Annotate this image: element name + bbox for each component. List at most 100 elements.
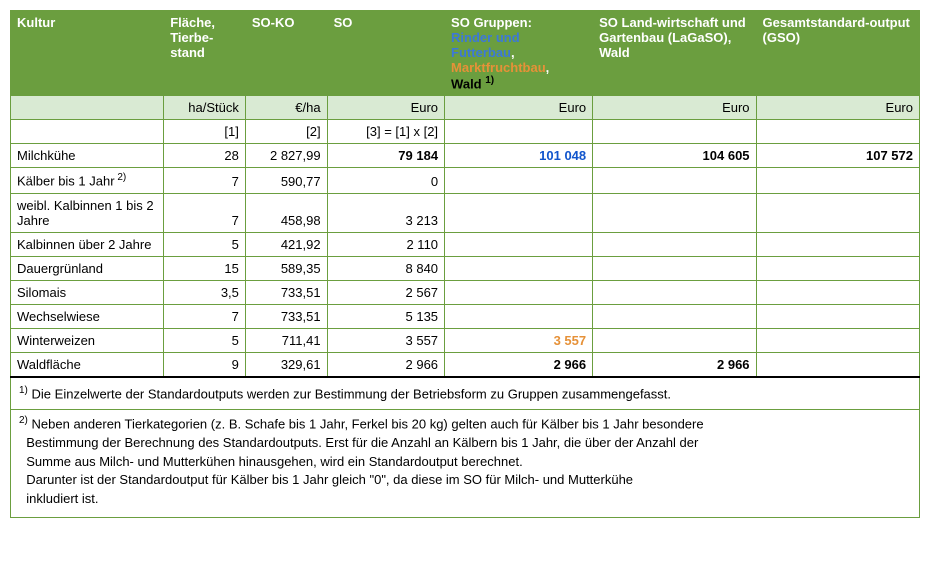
- cell-lagaso: [593, 168, 756, 193]
- unit-gso: Euro: [756, 96, 919, 120]
- cell-flaeche: 7: [164, 168, 246, 193]
- footnote-1: 1) Die Einzelwerte der Standardoutputs w…: [11, 377, 920, 409]
- cell-flaeche: 9: [164, 352, 246, 377]
- footnote-2-l3: Summe aus Milch- und Mutterkühen hinausg…: [26, 454, 522, 469]
- formula-flaeche: [1]: [164, 120, 246, 144]
- cell-so: 3 213: [327, 193, 444, 232]
- cell-kultur: Silomais: [11, 280, 164, 304]
- cell-gruppen: [445, 193, 593, 232]
- header-gruppen-label: SO Gruppen:: [451, 15, 532, 30]
- cell-gso: [756, 193, 919, 232]
- cell-gso: [756, 328, 919, 352]
- header-gruppen-wald: Wald: [451, 76, 482, 91]
- unit-row: ha/Stück €/ha Euro Euro Euro Euro: [11, 96, 920, 120]
- unit-flaeche: ha/Stück: [164, 96, 246, 120]
- cell-gso: [756, 232, 919, 256]
- unit-so: Euro: [327, 96, 444, 120]
- cell-flaeche: 7: [164, 304, 246, 328]
- header-lagaso: SO Land-wirtschaft und Gartenbau (LaGaSO…: [593, 11, 756, 96]
- footnote-1-row: 1) Die Einzelwerte der Standardoutputs w…: [11, 377, 920, 409]
- cell-so: 5 135: [327, 304, 444, 328]
- cell-kultur: weibl. Kalbinnen 1 bis 2 Jahre: [11, 193, 164, 232]
- cell-so: 2 966: [327, 352, 444, 377]
- footnote-1-sup: 1): [19, 385, 28, 396]
- cell-soko: 711,41: [245, 328, 327, 352]
- footnote-2: 2) Neben anderen Tierkategorien (z. B. S…: [11, 409, 920, 518]
- cell-lagaso: 2 966: [593, 352, 756, 377]
- table-row: weibl. Kalbinnen 1 bis 2 Jahre7458,983 2…: [11, 193, 920, 232]
- formula-so: [3] = [1] x [2]: [327, 120, 444, 144]
- cell-gso: [756, 352, 919, 377]
- header-gruppen-markt: Marktfruchtbau: [451, 60, 546, 75]
- cell-gruppen: 2 966: [445, 352, 593, 377]
- cell-soko: 589,35: [245, 256, 327, 280]
- cell-gso: [756, 280, 919, 304]
- header-so: SO: [327, 11, 444, 96]
- standardoutput-table: Kultur Fläche, Tierbe-stand SO-KO SO SO …: [10, 10, 920, 518]
- formula-soko: [2]: [245, 120, 327, 144]
- cell-gruppen: 101 048: [445, 144, 593, 168]
- formula-gso: [756, 120, 919, 144]
- formula-kultur: [11, 120, 164, 144]
- cell-kultur: Kälber bis 1 Jahr 2): [11, 168, 164, 193]
- cell-gruppen: [445, 232, 593, 256]
- cell-lagaso: 104 605: [593, 144, 756, 168]
- unit-kultur: [11, 96, 164, 120]
- cell-gso: [756, 168, 919, 193]
- header-gso: Gesamtstandard-output (GSO): [756, 11, 919, 96]
- unit-lagaso: Euro: [593, 96, 756, 120]
- cell-lagaso: [593, 280, 756, 304]
- cell-flaeche: 28: [164, 144, 246, 168]
- cell-flaeche: 5: [164, 232, 246, 256]
- cell-gruppen: [445, 304, 593, 328]
- cell-gso: [756, 304, 919, 328]
- cell-soko: 329,61: [245, 352, 327, 377]
- cell-so: 2 567: [327, 280, 444, 304]
- cell-kultur: Waldfläche: [11, 352, 164, 377]
- cell-lagaso: [593, 328, 756, 352]
- footnote-1-text: Die Einzelwerte der Standardoutputs werd…: [32, 386, 671, 401]
- table-row: Dauergrünland15589,358 840: [11, 256, 920, 280]
- cell-flaeche: 7: [164, 193, 246, 232]
- cell-lagaso: [593, 232, 756, 256]
- cell-kultur: Kalbinnen über 2 Jahre: [11, 232, 164, 256]
- formula-row: [1] [2] [3] = [1] x [2]: [11, 120, 920, 144]
- cell-so: 0: [327, 168, 444, 193]
- unit-gruppen: Euro: [445, 96, 593, 120]
- cell-kultur: Milchkühe: [11, 144, 164, 168]
- cell-gruppen: [445, 168, 593, 193]
- cell-kultur: Winterweizen: [11, 328, 164, 352]
- cell-gso: [756, 256, 919, 280]
- unit-soko: €/ha: [245, 96, 327, 120]
- cell-gso: 107 572: [756, 144, 919, 168]
- cell-kultur: Wechselwiese: [11, 304, 164, 328]
- cell-soko: 2 827,99: [245, 144, 327, 168]
- cell-kultur: Dauergrünland: [11, 256, 164, 280]
- cell-soko: 590,77: [245, 168, 327, 193]
- footnote-2-l5: inkludiert ist.: [26, 491, 98, 506]
- table-row: Kalbinnen über 2 Jahre5421,922 110: [11, 232, 920, 256]
- table-row: Silomais3,5733,512 567: [11, 280, 920, 304]
- header-soko: SO-KO: [245, 11, 327, 96]
- footnote-2-l4: Darunter ist der Standardoutput für Kälb…: [26, 472, 633, 487]
- cell-gruppen: [445, 280, 593, 304]
- cell-so: 3 557: [327, 328, 444, 352]
- header-gruppen-rinder: Rinder und Futterbau: [451, 30, 520, 60]
- cell-flaeche: 15: [164, 256, 246, 280]
- header-kultur: Kultur: [11, 11, 164, 96]
- cell-soko: 733,51: [245, 280, 327, 304]
- header-flaeche: Fläche, Tierbe-stand: [164, 11, 246, 96]
- footnote-2-sup: 2): [19, 415, 28, 426]
- cell-lagaso: [593, 193, 756, 232]
- table-row: Kälber bis 1 Jahr 2)7590,770: [11, 168, 920, 193]
- cell-lagaso: [593, 304, 756, 328]
- cell-flaeche: 5: [164, 328, 246, 352]
- table-row: Milchkühe282 827,9979 184101 048104 6051…: [11, 144, 920, 168]
- table-row: Wechselwiese7733,515 135: [11, 304, 920, 328]
- footnote-2-l2: Bestimmung der Berechnung des Standardou…: [26, 435, 698, 450]
- header-gruppen: SO Gruppen: Rinder und Futterbau, Marktf…: [445, 11, 593, 96]
- cell-gruppen: [445, 256, 593, 280]
- formula-gruppen: [445, 120, 593, 144]
- cell-gruppen: 3 557: [445, 328, 593, 352]
- header-gruppen-sup: 1): [485, 75, 494, 86]
